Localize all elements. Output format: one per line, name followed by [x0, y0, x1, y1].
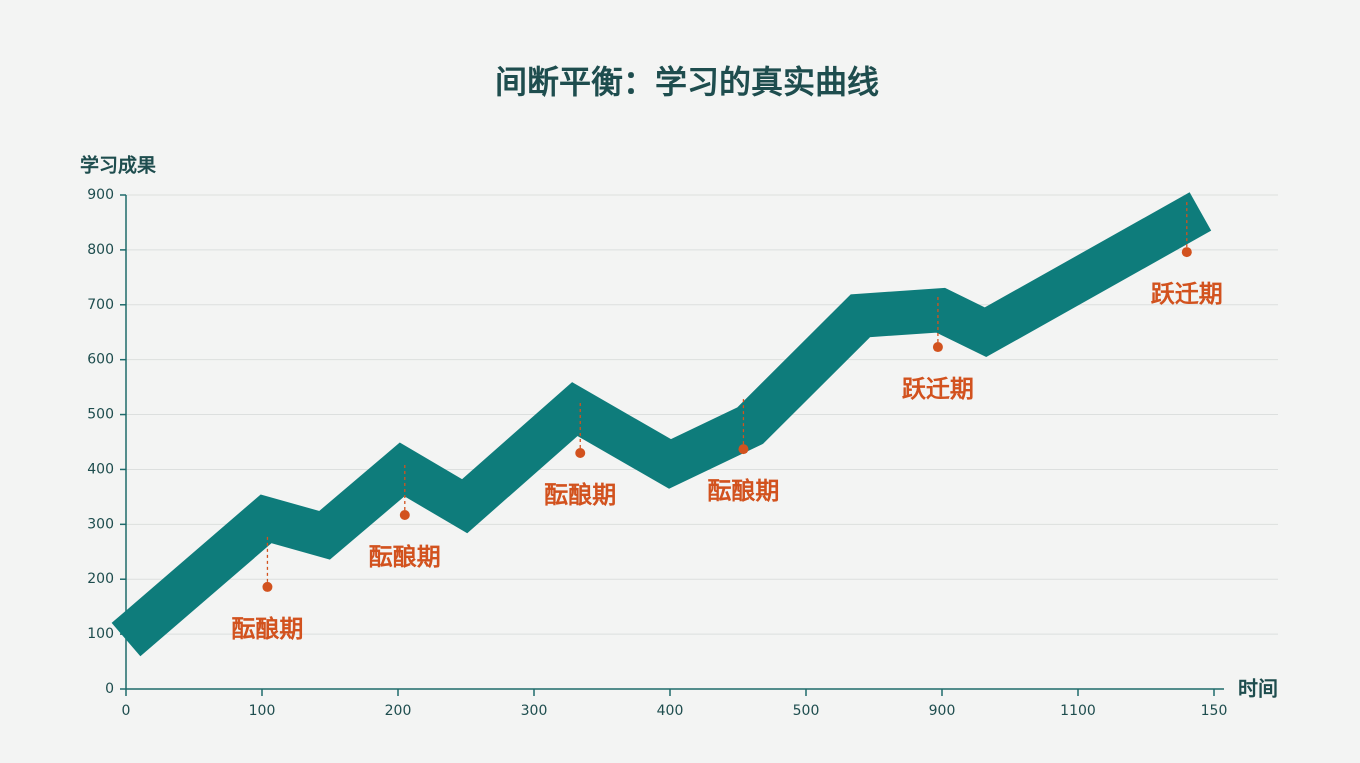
annotation-label: 跃迁期 [1151, 280, 1223, 308]
y-tick-label: 900 [87, 187, 114, 203]
x-tick-label: 1100 [1060, 703, 1096, 719]
x-tick-label: 500 [793, 703, 820, 719]
x-tick-label: 400 [657, 703, 684, 719]
y-tick-label: 700 [87, 297, 114, 313]
y-tick-label: 200 [87, 571, 114, 587]
x-tick-label: 150 [1201, 703, 1228, 719]
annotation-dot [262, 581, 273, 592]
annotation-dot [575, 447, 586, 458]
x-tick-label: 200 [385, 703, 412, 719]
x-tick-label: 100 [249, 703, 276, 719]
y-tick-label: 100 [87, 626, 114, 642]
y-tick-label: 500 [87, 407, 114, 423]
annotation-label: 酝酿期 [707, 477, 779, 505]
annotation-label: 酝酿期 [231, 615, 303, 643]
x-axis-label: 时间 [1238, 677, 1278, 701]
annotation-label: 酝酿期 [369, 543, 441, 571]
annotation-dot [932, 342, 943, 353]
y-tick-label: 400 [87, 461, 114, 477]
annotation-label: 跃迁期 [902, 375, 974, 403]
chart-title: 间断平衡：学习的真实曲线 [495, 63, 879, 101]
y-tick-label: 300 [87, 516, 114, 532]
trend-line [111, 192, 1212, 657]
annotation-label: 酝酿期 [544, 481, 616, 509]
annotation-dot [399, 510, 410, 521]
y-tick-label: 600 [87, 352, 114, 368]
x-tick-label: 0 [122, 703, 131, 719]
x-tick-label: 900 [929, 703, 956, 719]
y-tick-label: 800 [87, 242, 114, 258]
y-tick-label: 0 [105, 681, 114, 697]
y-axis-label: 学习成果 [80, 154, 156, 177]
annotation-dot [1181, 247, 1192, 258]
x-tick-label: 300 [521, 703, 548, 719]
annotation-dot [738, 444, 749, 455]
